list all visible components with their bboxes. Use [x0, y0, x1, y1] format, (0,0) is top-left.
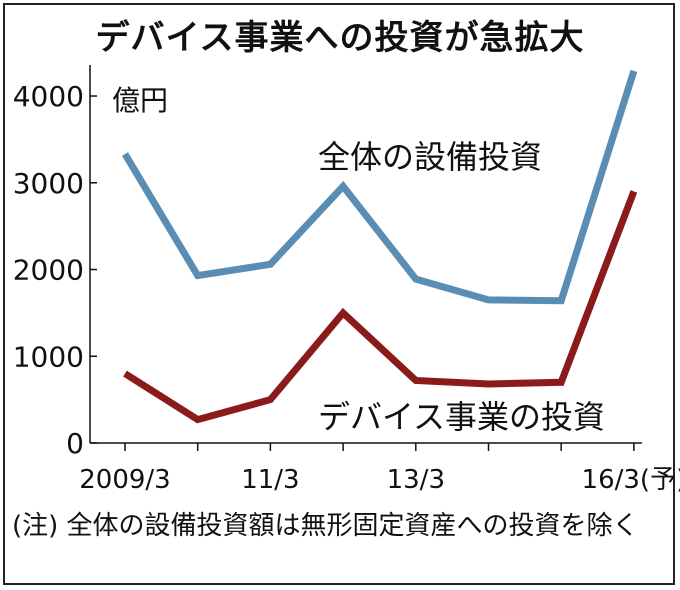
- series-label: 全体の設備投資: [318, 138, 542, 176]
- series-line-0: [121, 69, 638, 305]
- x-tick-label: 2009/3: [79, 465, 170, 495]
- series-label: デバイス事業の投資: [318, 398, 605, 436]
- series-line-1: [123, 190, 638, 424]
- series-layer: [121, 69, 638, 424]
- y-tick-label: 0: [66, 427, 84, 460]
- labels-layer: 0 1000 2000 3000 4000 億円 2009/3 11/3 13/3 16/3(予)…: [13, 80, 680, 495]
- chart-note: (注) 全体の設備投資額は無形固定資産への投資を除く: [12, 511, 639, 541]
- x-tick-label: 16/3(予): [582, 465, 680, 495]
- y-tick-label: 1000: [13, 340, 84, 373]
- y-unit-label: 億円: [112, 84, 168, 117]
- chart-axes: [89, 65, 642, 451]
- x-tick-label: 13/3: [387, 465, 445, 495]
- chart-frame: [3, 3, 675, 585]
- y-tick-label: 2000: [13, 254, 84, 287]
- y-tick-label: 3000: [13, 167, 84, 200]
- chart-title: デバイス事業への投資が急拡大: [95, 18, 585, 58]
- y-tick-label: 4000: [13, 80, 84, 113]
- x-tick-label: 11/3: [241, 465, 299, 495]
